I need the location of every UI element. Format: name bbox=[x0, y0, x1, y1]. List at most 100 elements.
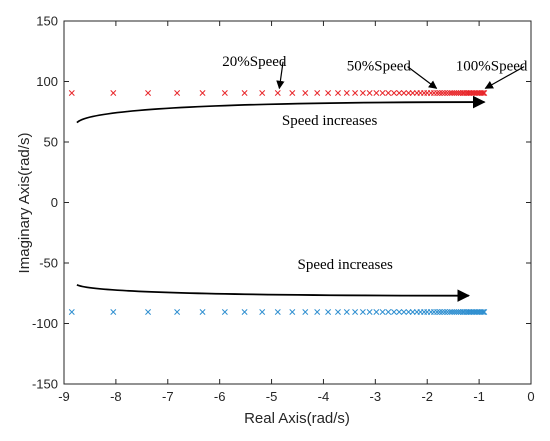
data-point bbox=[302, 309, 309, 315]
data-point bbox=[343, 309, 350, 315]
x-tick-label: -9 bbox=[58, 389, 70, 404]
data-point bbox=[314, 90, 321, 96]
data-point bbox=[379, 309, 386, 315]
annotation-arrow bbox=[76, 95, 486, 124]
data-point bbox=[325, 90, 332, 96]
annotation-label: 20%Speed bbox=[222, 54, 287, 70]
data-point bbox=[366, 90, 373, 96]
annotation-label: Speed increases bbox=[282, 113, 378, 129]
data-point bbox=[480, 90, 487, 96]
data-point bbox=[241, 309, 248, 315]
data-point bbox=[289, 309, 296, 315]
x-tick-label: -1 bbox=[473, 389, 485, 404]
x-tick-label: -2 bbox=[421, 389, 433, 404]
y-tick-label: 50 bbox=[44, 135, 58, 150]
data-point bbox=[373, 90, 380, 96]
series-1 bbox=[68, 90, 488, 96]
data-point bbox=[478, 309, 485, 315]
data-point bbox=[400, 309, 407, 315]
y-tick-label: 150 bbox=[36, 14, 58, 29]
y-tick-label: -50 bbox=[39, 256, 58, 271]
data-point bbox=[391, 309, 397, 315]
data-point bbox=[359, 309, 366, 315]
data-point bbox=[259, 309, 266, 315]
y-axis: -150 -100 -50 0 50 100 150 bbox=[32, 14, 531, 392]
data-point bbox=[444, 309, 451, 315]
data-point bbox=[385, 90, 392, 96]
x-tick-label: 0 bbox=[527, 389, 534, 404]
data-point bbox=[396, 309, 403, 315]
data-point bbox=[289, 90, 296, 96]
data-series bbox=[68, 90, 488, 315]
data-point bbox=[199, 309, 206, 315]
data-point bbox=[314, 309, 321, 315]
data-point bbox=[480, 309, 487, 315]
y-tick-label: -150 bbox=[32, 377, 58, 392]
data-point bbox=[439, 309, 446, 315]
x-tick-label: -8 bbox=[110, 389, 122, 404]
annotation-label: Speed increases bbox=[298, 257, 394, 273]
data-point bbox=[221, 309, 228, 315]
data-point bbox=[110, 309, 117, 315]
data-point bbox=[335, 309, 341, 315]
data-point bbox=[379, 90, 386, 96]
data-point bbox=[396, 90, 403, 96]
data-point bbox=[441, 90, 448, 96]
data-point bbox=[325, 309, 332, 315]
data-point bbox=[434, 309, 441, 315]
annotation-arrow bbox=[484, 66, 525, 89]
data-point bbox=[359, 90, 366, 96]
y-tick-label: 100 bbox=[36, 74, 58, 89]
data-point bbox=[68, 309, 75, 315]
y-tick-label: 0 bbox=[51, 195, 58, 210]
annotation-arrow bbox=[76, 283, 470, 302]
data-point bbox=[441, 309, 448, 315]
data-point bbox=[302, 90, 309, 96]
data-point bbox=[241, 90, 248, 96]
data-point bbox=[335, 90, 341, 96]
data-point bbox=[481, 309, 488, 315]
annotation-label: 50%Speed bbox=[347, 59, 412, 75]
annotation-arrow bbox=[276, 61, 285, 90]
data-point bbox=[145, 309, 152, 315]
data-point bbox=[145, 90, 152, 96]
data-point bbox=[68, 90, 75, 96]
data-point bbox=[274, 309, 281, 315]
data-point bbox=[352, 90, 359, 96]
data-point bbox=[174, 309, 181, 315]
data-point bbox=[174, 90, 181, 96]
data-point bbox=[221, 90, 228, 96]
data-point bbox=[436, 309, 443, 315]
data-point bbox=[373, 309, 380, 315]
x-tick-label: -7 bbox=[162, 389, 174, 404]
data-point bbox=[366, 309, 373, 315]
x-tick-label: -4 bbox=[318, 389, 330, 404]
data-point bbox=[400, 90, 407, 96]
data-point bbox=[444, 90, 451, 96]
data-point bbox=[391, 90, 397, 96]
data-point bbox=[385, 309, 392, 315]
annotation-label: 100%Speed bbox=[456, 59, 528, 75]
data-point bbox=[478, 90, 485, 96]
data-point bbox=[436, 90, 443, 96]
data-point bbox=[343, 90, 350, 96]
annotations: 20%Speed 50%Speed 100%Speed Speed increases… bbox=[76, 54, 528, 302]
y-axis-label: Imaginary Axis(rad/s) bbox=[16, 133, 33, 274]
data-point bbox=[259, 90, 266, 96]
annotation-arrow bbox=[407, 66, 438, 89]
data-point bbox=[439, 90, 446, 96]
data-point bbox=[352, 309, 359, 315]
data-point bbox=[434, 90, 441, 96]
x-tick-label: -6 bbox=[214, 389, 226, 404]
data-point bbox=[274, 90, 281, 96]
x-axis: -9 -8 -7 -6 -5 -4 -3 -2 -1 0 bbox=[58, 21, 535, 404]
data-point bbox=[481, 90, 488, 96]
x-axis-label: Real Axis(rad/s) bbox=[244, 410, 350, 427]
data-point bbox=[199, 90, 206, 96]
series-2 bbox=[68, 309, 488, 315]
x-tick-label: -5 bbox=[266, 389, 278, 404]
x-tick-label: -3 bbox=[370, 389, 382, 404]
data-point bbox=[110, 90, 117, 96]
plot-area bbox=[63, 20, 532, 385]
